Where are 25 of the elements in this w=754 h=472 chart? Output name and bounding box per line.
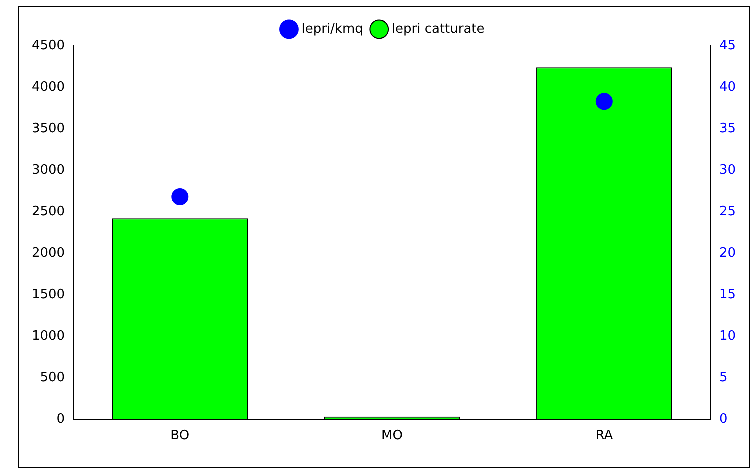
y-tick-label: 1500 [32,287,66,302]
y-tick-label: 2500 [32,204,66,220]
y2-tick-label: 5 [719,370,728,386]
y-tick-label: 2000 [32,246,66,261]
x-tick-label: RA [596,428,614,444]
y-tick-label: 3000 [32,162,66,178]
x-tick-label: BO [170,428,190,444]
y-tick-label: 4500 [32,38,66,54]
y-tick-label: 1000 [32,328,66,344]
y2-tick-label: 25 [719,204,736,220]
y2-tick-label: 40 [719,80,736,95]
y-tick-label: 4000 [32,80,66,95]
y2-tick-label: 0 [719,412,728,427]
y-tick-label: 3500 [32,121,66,136]
y2-tick-label: 45 [719,38,736,54]
y-tick-label: 500 [40,370,66,386]
x-tick-label: MO [382,428,403,444]
legend-label: lepri catturate [392,22,485,37]
legend-label: lepri/kmq [302,22,364,37]
y2-tick-label: 15 [719,287,736,302]
y2-tick-label: 10 [719,328,736,344]
y-tick-label: 0 [56,412,66,427]
y2-tick-label: 20 [719,246,736,261]
y2-tick-label: 30 [719,162,736,178]
y2-tick-label: 35 [719,121,736,136]
